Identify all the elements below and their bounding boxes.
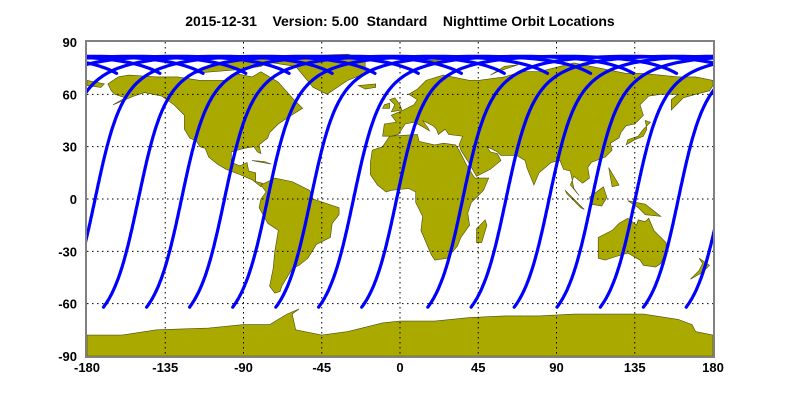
chart-title: 2015-12-31 Version: 5.00 Standard Nightt…: [185, 13, 615, 29]
axis-ticks: -180 -135 -90 -45 0 45 90 135 180 90 60 30 0 -30 -60 -9…: [58, 35, 724, 375]
orbit-track: [360, 54, 679, 309]
orbit-track: [426, 54, 713, 309]
y-tick-label: 90: [63, 35, 77, 50]
orbit-track: [101, 54, 420, 309]
x-tick-label: -180: [74, 360, 100, 375]
land-ireland: [382, 102, 390, 109]
orbit-track: [231, 54, 550, 309]
land-philippines: [608, 167, 620, 188]
x-tick-label: 90: [549, 360, 563, 375]
land-sumatra: [564, 190, 585, 210]
orbit-track: [730, 56, 800, 307]
orbit-track: [555, 56, 713, 309]
y-tick-label: 30: [63, 140, 77, 155]
orbit-track: [145, 54, 463, 309]
land-japan: [625, 120, 651, 146]
y-tick-label: -30: [58, 244, 77, 259]
orbit-track: [512, 54, 713, 309]
orbit-track: [317, 54, 636, 309]
orbit-track: [469, 54, 713, 309]
x-tick-label: -135: [152, 360, 178, 375]
x-tick-label: -45: [312, 360, 331, 375]
orbit-track: [87, 54, 334, 94]
orbit-track: [87, 54, 377, 243]
x-tick-label: -90: [234, 360, 253, 375]
land-madagascar: [476, 219, 488, 243]
plot-frame: [85, 40, 715, 358]
orbit-tracks: [0, 54, 800, 309]
land-africa: [370, 134, 490, 261]
orbit-track: [0, 56, 51, 307]
land-cuba: [252, 160, 272, 165]
orbit-track: [188, 54, 506, 309]
y-tick-label: 0: [70, 192, 77, 207]
orbit-track: [641, 88, 713, 309]
orbit-track: [684, 228, 713, 309]
y-tick-label: -60: [58, 297, 77, 312]
land-south-america: [258, 177, 340, 294]
x-tick-label: 45: [471, 360, 485, 375]
land-iceland: [357, 83, 377, 90]
orbit-track: [0, 56, 7, 307]
x-tick-label: 180: [702, 360, 724, 375]
orbit-track: [598, 62, 713, 309]
land-uk: [389, 97, 403, 113]
land-australia: [597, 217, 667, 268]
x-tick-label: 135: [624, 360, 646, 375]
orbit-track: [274, 54, 593, 309]
land-new-guinea: [627, 200, 662, 217]
y-tick-label: -90: [58, 349, 77, 364]
orbit-track: [773, 56, 800, 307]
x-tick-label: 0: [396, 360, 403, 375]
y-tick-label: 60: [63, 87, 77, 102]
